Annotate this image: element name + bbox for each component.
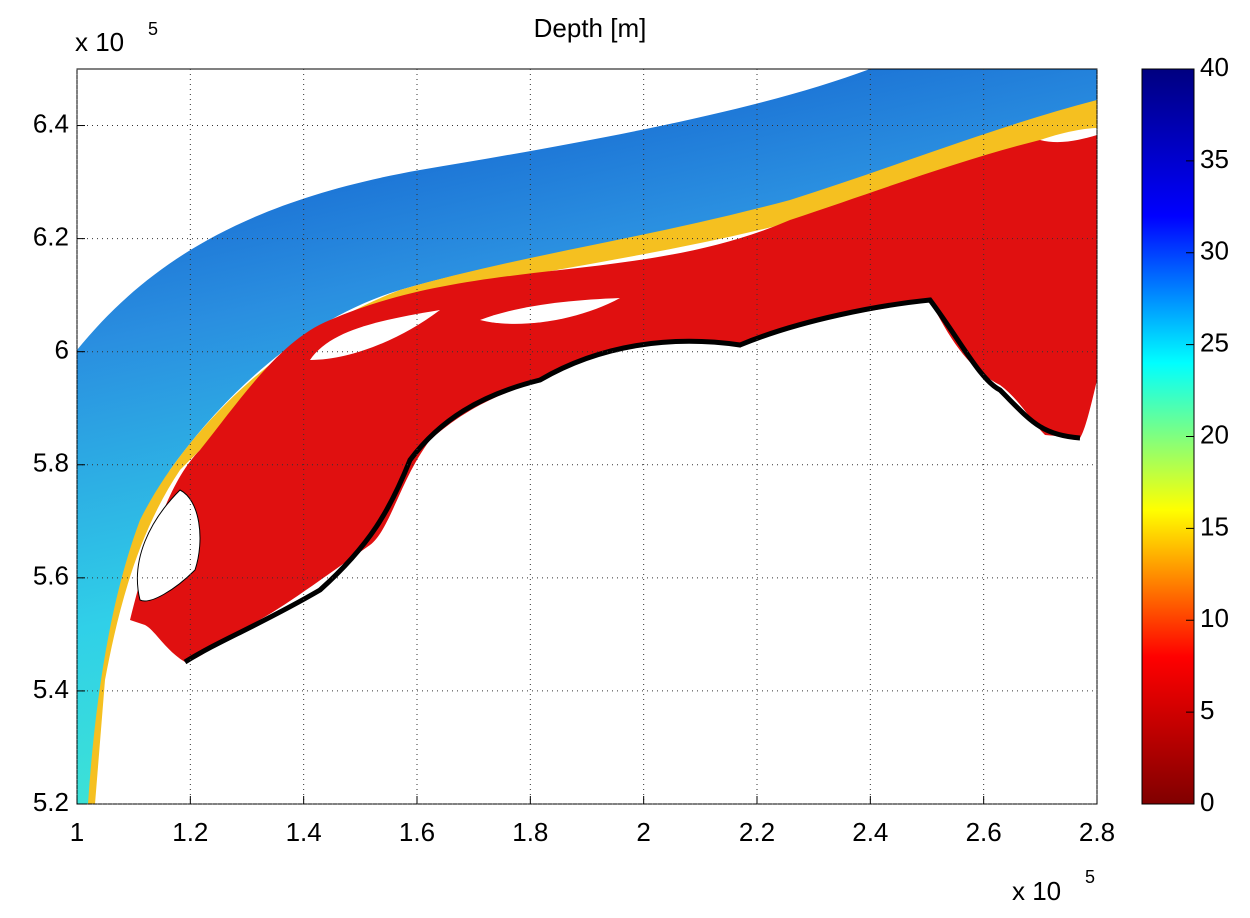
y-scale-power: 5 [148,19,158,39]
colorbar-tick-label: 0 [1200,787,1214,817]
island [1040,128,1097,143]
colorbar-tick-label: 5 [1200,695,1214,725]
x-tick-label: 1.2 [172,817,208,847]
colorbar-tick-label: 30 [1200,236,1229,266]
island [310,310,440,360]
x-tick-label: 1.4 [286,817,322,847]
x-tick-label: 1.6 [399,817,435,847]
y-tick-label: 6.2 [33,221,69,251]
chart-title: Depth [m] [534,13,647,43]
x-tick-label: 2.8 [1079,817,1115,847]
colorbar-tick-label: 40 [1200,52,1229,82]
colorbar-tick-label: 20 [1200,419,1229,449]
y-tick-label: 6 [55,335,69,365]
x-tick-label: 1.8 [512,817,548,847]
colorbar-tick-label: 35 [1200,144,1229,174]
island [136,489,201,602]
x-tick-label: 2.2 [739,817,775,847]
colorbar-tick-label: 15 [1200,511,1229,541]
y-tick-label: 5.6 [33,561,69,591]
x-tick-label: 2 [636,817,650,847]
x-scale-power: 5 [1085,867,1095,887]
x-scale-base: x 10 [1012,876,1061,906]
colorbar-tick-label: 10 [1200,603,1229,633]
depth-field [77,69,1097,804]
colorbar-tick-label: 25 [1200,328,1229,358]
y-scale-base: x 10 [75,27,124,57]
tidal-flats [130,128,1097,662]
x-tick-label: 1 [70,817,84,847]
sea-area [77,69,1097,804]
x-tick-label: 2.6 [966,817,1002,847]
y-tick-label: 5.8 [33,448,69,478]
y-tick-label: 5.4 [33,674,69,704]
y-tick-label: 5.2 [33,787,69,817]
coastline [183,297,1081,665]
island [480,298,620,324]
y-tick-label: 6.4 [33,108,69,138]
x-tick-label: 2.4 [852,817,888,847]
